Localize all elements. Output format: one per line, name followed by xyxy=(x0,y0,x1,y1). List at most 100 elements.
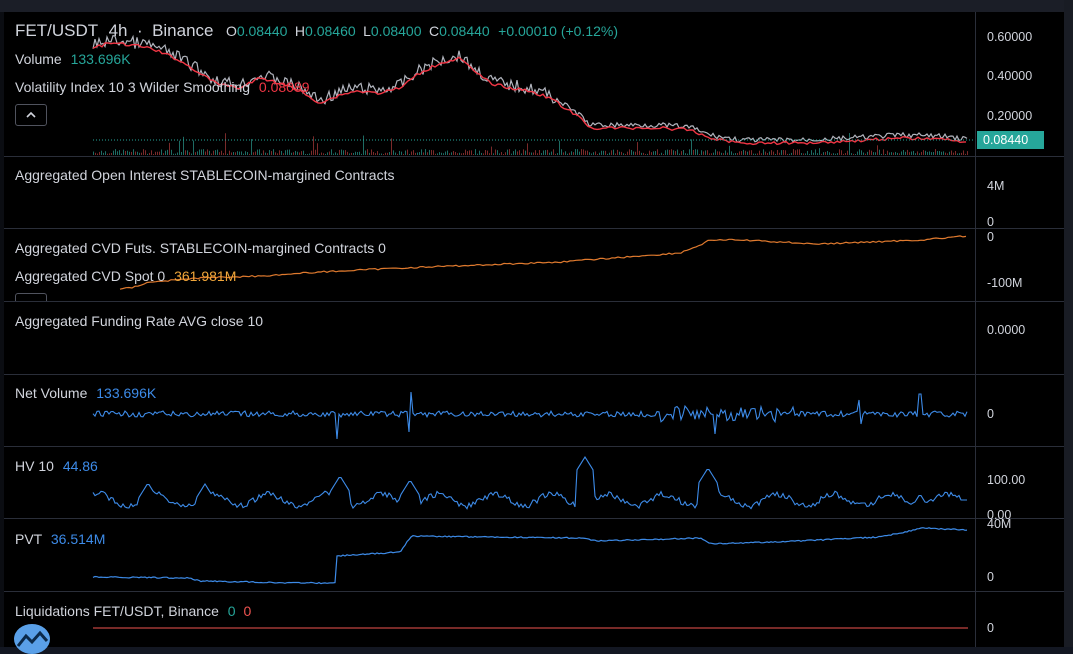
hv-legend[interactable]: HV 10 44.86 xyxy=(15,457,98,475)
volume-bar xyxy=(895,151,896,155)
volume-bar xyxy=(547,149,548,155)
volume-bar xyxy=(951,150,952,155)
volume-bar xyxy=(715,149,716,155)
volume-bar xyxy=(211,153,212,155)
volume-bar xyxy=(99,151,100,155)
volume-bar xyxy=(537,153,538,155)
symbol-pair[interactable]: FET/USDT xyxy=(15,21,99,40)
volume-legend[interactable]: Volume 133.696K xyxy=(15,50,131,68)
volume-bar xyxy=(699,153,700,155)
volume-bar xyxy=(855,153,856,155)
symbol-interval[interactable]: 4h xyxy=(108,21,128,40)
liquidations-label: Liquidations FET/USDT, Binance xyxy=(15,603,219,619)
volume-bar xyxy=(743,149,744,155)
cvd-spot-value: 361.981M xyxy=(174,268,237,284)
volume-bar xyxy=(453,150,454,155)
legend-collapse-button[interactable] xyxy=(15,293,47,301)
pane-separator[interactable] xyxy=(4,591,1064,592)
volume-bar xyxy=(881,153,882,155)
open-interest-legend[interactable]: Aggregated Open Interest STABLECOIN-marg… xyxy=(15,167,395,183)
symbol-exchange[interactable]: Binance xyxy=(152,21,214,40)
cvd-spot-legend[interactable]: Aggregated CVD Spot 0 361.981M xyxy=(15,267,236,285)
volume-bar xyxy=(813,152,814,155)
legend-collapse-button[interactable] xyxy=(15,104,47,126)
volume-bar xyxy=(809,153,810,155)
volume-bar xyxy=(671,149,672,155)
volatility-legend[interactable]: Volatility Index 10 3 Wilder Smoothing 0… xyxy=(15,78,310,96)
volume-bar xyxy=(931,152,932,155)
pane-separator[interactable] xyxy=(4,156,1064,157)
volume-bar xyxy=(925,150,926,155)
net-volume-legend[interactable]: Net Volume 133.696K xyxy=(15,384,156,402)
volume-bar xyxy=(551,151,552,155)
pvt-legend[interactable]: PVT 36.514M xyxy=(15,530,105,548)
volume-bar xyxy=(447,150,448,155)
volume-bar xyxy=(957,153,958,155)
volume-bar xyxy=(251,139,252,155)
volume-bar xyxy=(191,153,192,155)
volume-bar xyxy=(579,151,580,155)
volume-bar xyxy=(455,151,456,155)
pane-separator[interactable] xyxy=(4,301,1064,302)
cvd-futs-legend[interactable]: Aggregated CVD Futs. STABLECOIN-margined… xyxy=(15,240,386,256)
volume-bar xyxy=(725,150,726,155)
liquidations-short-value: 0 xyxy=(243,603,252,619)
tradingview-icon[interactable] xyxy=(14,624,50,654)
volume-bar xyxy=(207,149,208,155)
volume-bar xyxy=(487,150,488,155)
volume-bar xyxy=(249,153,250,155)
volume-bar xyxy=(161,149,162,155)
volume-bar xyxy=(489,153,490,155)
volume-bar xyxy=(603,150,604,155)
volume-bar xyxy=(861,150,862,155)
volume-bar xyxy=(457,153,458,155)
volume-bar xyxy=(299,152,300,155)
volume-bar xyxy=(313,136,314,155)
ohlc-values: O0.08440 H0.08460 L0.08400 C0.08440 +0.0… xyxy=(226,23,618,40)
volume-bar xyxy=(749,150,750,155)
volume-bar xyxy=(449,153,450,155)
volume-bar xyxy=(521,153,522,155)
volume-bar xyxy=(573,152,574,155)
volume-bar xyxy=(737,153,738,155)
chart-area[interactable] xyxy=(4,12,1064,647)
pane-separator[interactable] xyxy=(4,228,1064,229)
volume-bar xyxy=(173,153,174,155)
volume-bar xyxy=(693,149,694,155)
volume-bar xyxy=(727,152,728,155)
volume-bar xyxy=(789,153,790,155)
funding-legend[interactable]: Aggregated Funding Rate AVG close 10 xyxy=(15,313,264,329)
volume-bar xyxy=(171,149,172,155)
volume-bar xyxy=(575,149,576,155)
volume-bar xyxy=(429,149,430,155)
volume-bar xyxy=(921,151,922,155)
volume-bar xyxy=(413,150,414,155)
liquidations-legend[interactable]: Liquidations FET/USDT, Binance 0 0 xyxy=(15,602,251,620)
pane-separator[interactable] xyxy=(4,374,1064,375)
volatility-value: 0.08089 xyxy=(258,79,310,95)
volume-bar xyxy=(415,152,416,155)
volume-bar xyxy=(959,153,960,155)
hv-axis-tick: 0.00 xyxy=(987,508,1012,522)
pane-separator[interactable] xyxy=(4,446,1064,447)
volume-bar xyxy=(911,151,912,155)
volume-bar xyxy=(503,153,504,155)
symbol-legend[interactable]: FET/USDT 4h · Binance O0.08440 H0.08460 … xyxy=(15,22,618,44)
volume-bar xyxy=(845,153,846,155)
volume-bar xyxy=(823,152,824,155)
volume-bar xyxy=(325,153,326,155)
volume-bar xyxy=(389,152,390,155)
volume-bar xyxy=(563,152,564,155)
volume-bar xyxy=(577,149,578,155)
volume-bar xyxy=(111,153,112,155)
volume-bar xyxy=(463,153,464,155)
volume-bar xyxy=(893,152,894,155)
volume-bar xyxy=(713,152,714,155)
volume-bar xyxy=(695,149,696,155)
volume-bar xyxy=(535,150,536,155)
last-price-label: 0.08440 xyxy=(977,131,1044,149)
volume-bar xyxy=(179,140,180,155)
pane-separator[interactable] xyxy=(4,518,1064,519)
volume-bar xyxy=(215,150,216,155)
volume-bar xyxy=(525,150,526,155)
